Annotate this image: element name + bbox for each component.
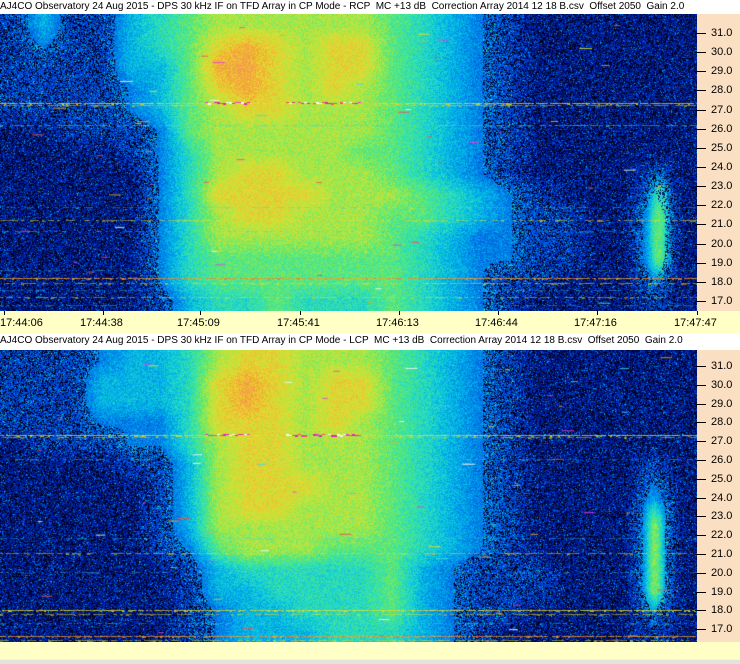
freq-tick <box>695 167 706 168</box>
freq-tick <box>695 244 706 245</box>
freq-tick-label: 31.0 <box>711 27 733 39</box>
freq-tick <box>695 404 706 405</box>
window-bottom-edge <box>0 659 740 664</box>
freq-scale-rcp: 31.0 30.0 29.0 28.0 27.0 26.0 25.0 24.0 23.0 22.0… <box>695 14 740 311</box>
freq-tick-label: 18.0 <box>711 276 733 288</box>
freq-tick-label: 25.0 <box>711 142 733 154</box>
time-tick-label: 17:44:06 <box>0 317 43 329</box>
time-tick <box>4 311 5 315</box>
freq-tick <box>695 263 706 264</box>
time-tick-label: 17:46:44 <box>475 317 518 329</box>
freq-tick <box>695 90 706 91</box>
freq-tick-label: 17.0 <box>711 295 733 307</box>
freq-tick <box>695 366 706 367</box>
freq-tick <box>695 282 706 283</box>
time-tick-label: 17:44:38 <box>80 317 123 329</box>
freq-tick <box>695 441 706 442</box>
freq-tick <box>695 610 706 611</box>
freq-tick-label: 26.0 <box>711 454 733 466</box>
freq-tick-label: 20.0 <box>711 238 733 250</box>
freq-tick-label: 24.0 <box>711 492 733 504</box>
time-tick <box>103 311 104 315</box>
time-tick <box>697 311 698 315</box>
freq-tick-label: 26.0 <box>711 123 733 135</box>
time-tick <box>200 311 201 315</box>
freq-tick-label: 25.0 <box>711 473 733 485</box>
freq-tick-label: 23.0 <box>711 180 733 192</box>
freq-tick-label: 21.0 <box>711 548 733 560</box>
freq-tick-label: 30.0 <box>711 46 733 58</box>
freq-tick <box>695 186 706 187</box>
freq-tick <box>695 573 706 574</box>
time-tick <box>597 311 598 315</box>
freq-tick-label: 28.0 <box>711 416 733 428</box>
freq-tick-label: 22.0 <box>711 199 733 211</box>
next-time-axis-strip <box>0 642 740 659</box>
freq-tick <box>695 52 706 53</box>
freq-tick <box>695 148 706 149</box>
freq-tick <box>695 71 706 72</box>
freq-tick <box>695 516 706 517</box>
freq-tick-label: 21.0 <box>711 218 733 230</box>
freq-tick <box>695 479 706 480</box>
freq-tick-label: 29.0 <box>711 65 733 77</box>
freq-tick <box>695 460 706 461</box>
freq-tick-label: 18.0 <box>711 604 733 616</box>
freq-scale-lcp: 31.0 30.0 29.0 28.0 27.0 26.0 25.0 24.0 23.0 22.0… <box>695 350 740 642</box>
freq-tick <box>695 498 706 499</box>
freq-tick <box>695 129 706 130</box>
spectrogram-rcp-canvas[interactable] <box>0 14 697 311</box>
freq-tick-label: 22.0 <box>711 529 733 541</box>
freq-tick-label: 28.0 <box>711 84 733 96</box>
freq-tick-label: 31.0 <box>711 360 733 372</box>
freq-tick-label: 17.0 <box>711 623 733 635</box>
panel-title-rcp: AJ4CO Observatory 24 Aug 2015 - DPS 30 k… <box>0 0 740 14</box>
freq-tick <box>695 629 706 630</box>
freq-tick <box>695 301 706 302</box>
freq-tick <box>695 205 706 206</box>
freq-tick <box>695 422 706 423</box>
time-tick-label: 17:47:47 <box>674 317 717 329</box>
freq-tick-label: 30.0 <box>711 379 733 391</box>
freq-tick <box>695 110 706 111</box>
freq-tick-label: 29.0 <box>711 398 733 410</box>
time-tick-label: 17:47:16 <box>574 317 617 329</box>
time-tick <box>399 311 400 315</box>
time-tick-label: 17:46:13 <box>376 317 419 329</box>
panel-title-lcp: AJ4CO Observatory 24 Aug 2015 - DPS 30 k… <box>0 333 740 350</box>
freq-tick-label: 24.0 <box>711 161 733 173</box>
freq-tick-label: 23.0 <box>711 510 733 522</box>
freq-tick-label: 27.0 <box>711 104 733 116</box>
freq-tick-label: 19.0 <box>711 257 733 269</box>
freq-tick <box>695 535 706 536</box>
time-tick <box>498 311 499 315</box>
spectrogram-lcp-canvas[interactable] <box>0 350 697 642</box>
freq-tick-label: 19.0 <box>711 586 733 598</box>
freq-tick <box>695 224 706 225</box>
time-tick <box>300 311 301 315</box>
freq-tick <box>695 385 706 386</box>
time-axis: 17:44:06 17:44:38 17:45:09 17:45:41 17:46:13… <box>0 311 740 334</box>
time-tick-label: 17:45:09 <box>177 317 220 329</box>
freq-tick-label: 27.0 <box>711 435 733 447</box>
freq-tick <box>695 33 706 34</box>
freq-tick <box>695 554 706 555</box>
freq-tick-label: 20.0 <box>711 567 733 579</box>
time-tick-label: 17:45:41 <box>277 317 320 329</box>
freq-tick <box>695 592 706 593</box>
